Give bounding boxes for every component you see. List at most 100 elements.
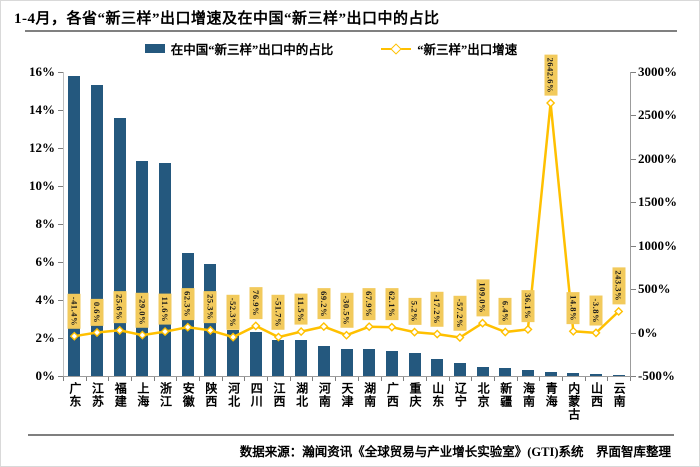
x-axis-tickmark xyxy=(176,377,178,381)
bar xyxy=(227,330,240,376)
y-axis-tick-label-left: 12% xyxy=(29,140,55,155)
y-axis-tick-label-right: 1500% xyxy=(638,194,677,210)
data-label: 25.3% xyxy=(203,291,217,324)
x-axis-tickmark xyxy=(199,377,201,381)
x-axis-label: 天津 xyxy=(340,382,354,408)
x-axis-label: 陕西 xyxy=(203,382,218,408)
data-label: -29.0% xyxy=(135,292,149,329)
x-axis-label: 湖北 xyxy=(294,382,309,408)
line-marker-diamond xyxy=(273,332,284,342)
data-label: -3.8% xyxy=(589,295,603,326)
legend-label-share: 在中国“新三样”出口中的占比 xyxy=(170,43,334,57)
x-axis-label: 重庆 xyxy=(408,382,423,408)
line-marker-diamond xyxy=(137,330,147,340)
x-axis-tickmark xyxy=(312,377,314,381)
line-marker-diamond xyxy=(455,332,465,343)
x-axis-label: 北京 xyxy=(476,382,491,408)
y-axis-tickmark-left xyxy=(58,376,63,377)
y-axis-tickmark-left xyxy=(58,110,63,111)
bar xyxy=(249,332,262,376)
x-axis-label: 河南 xyxy=(317,382,332,408)
bar xyxy=(453,362,466,376)
y-axis-tickmark-right xyxy=(631,245,636,247)
y-axis-tickmark-right xyxy=(631,289,636,291)
bar xyxy=(544,372,557,376)
x-axis-label: 广东 xyxy=(67,382,82,408)
y-axis-tickmark-left xyxy=(58,72,63,73)
bar xyxy=(567,373,580,376)
data-label: 62.3% xyxy=(181,288,195,321)
data-label: 243.3% xyxy=(612,267,626,305)
legend-item-growth: “新三样”出口增速 xyxy=(381,39,517,58)
x-axis-tickmark xyxy=(425,377,427,381)
bar xyxy=(317,345,330,376)
bar xyxy=(408,353,421,376)
x-axis-tickmark xyxy=(221,377,223,381)
x-axis-tickmark xyxy=(267,377,269,381)
bar xyxy=(431,358,444,376)
x-axis-tickmark xyxy=(539,377,541,381)
x-axis-tickmark xyxy=(380,377,382,381)
legend-item-share: 在中国“新三样”出口中的占比 xyxy=(144,39,334,58)
y-axis-tick-label-left: 8% xyxy=(35,216,56,231)
line-marker-diamond xyxy=(568,326,578,336)
y-axis-tickmark-left xyxy=(58,338,63,339)
data-label: 2642.6% xyxy=(544,54,558,97)
x-axis-tickmark xyxy=(607,377,609,381)
line-marker-diamond xyxy=(500,327,510,337)
y-axis-tick-label-left: 14% xyxy=(29,102,55,117)
bar xyxy=(272,339,285,376)
y-axis-tick-label-left: 2% xyxy=(35,330,56,345)
y-axis-tick-label-right: 2000% xyxy=(638,150,677,166)
data-label: 69.2% xyxy=(317,287,331,320)
data-label: -30.5% xyxy=(340,293,353,329)
data-label: -17.2% xyxy=(430,291,444,328)
y-axis-tickmark-left xyxy=(58,186,63,187)
line-marker-diamond xyxy=(523,324,533,335)
bar xyxy=(499,368,512,376)
line-marker-diamond xyxy=(477,318,488,328)
line-marker-diamond xyxy=(160,326,170,337)
chart-title: 1-4月，各省“新三样”出口增速及在中国“新三样”出口中的占比 xyxy=(14,11,440,27)
x-axis-tickmark xyxy=(153,377,155,381)
data-label: 6.4% xyxy=(498,297,512,325)
line-marker-diamond xyxy=(341,330,352,340)
y-axis-tickmark-right xyxy=(631,72,636,73)
line-marker-icon xyxy=(381,42,412,55)
data-label: 14.8% xyxy=(566,292,580,325)
x-axis-tickmark xyxy=(85,377,87,381)
y-axis-tick-label-left: 16% xyxy=(29,64,55,79)
y-axis-tickmark-left xyxy=(58,148,63,149)
x-axis-tickmark xyxy=(448,377,450,381)
y-axis-tickmark-left xyxy=(58,262,63,263)
data-label: -41.4% xyxy=(67,293,81,330)
y-axis-tick-label-left: 10% xyxy=(29,178,55,193)
line-marker-diamond xyxy=(546,98,556,108)
x-axis-label: 四川 xyxy=(249,382,264,408)
x-axis-label: 湖南 xyxy=(362,382,377,408)
line-marker-diamond xyxy=(115,325,125,335)
y-axis-tick-label-left: 0% xyxy=(35,368,56,383)
x-axis-label: 江苏 xyxy=(90,382,105,408)
bar xyxy=(476,366,489,376)
data-label: 67.9% xyxy=(362,287,376,320)
x-axis-line xyxy=(63,376,631,377)
x-axis-label: 内蒙古 xyxy=(566,382,581,421)
bar xyxy=(295,339,308,376)
data-label: 0.6% xyxy=(90,298,104,326)
line-marker-diamond xyxy=(92,327,102,338)
x-axis-label: 新疆 xyxy=(498,382,513,408)
title-divider xyxy=(25,30,677,32)
x-axis-label: 河北 xyxy=(226,382,241,408)
x-axis-label: 广西 xyxy=(385,382,400,408)
x-axis-tickmark xyxy=(493,377,495,381)
y-axis-tick-label-left: 6% xyxy=(35,254,56,269)
x-axis-tickmark xyxy=(357,377,359,381)
bar-swatch-icon xyxy=(144,44,165,53)
data-label: -51.7% xyxy=(271,294,285,331)
line-marker-diamond xyxy=(228,332,238,342)
legend-label-growth: “新三样”出口增速 xyxy=(417,43,518,57)
line-marker-diamond xyxy=(432,329,442,339)
data-label: 11.6% xyxy=(158,293,172,325)
